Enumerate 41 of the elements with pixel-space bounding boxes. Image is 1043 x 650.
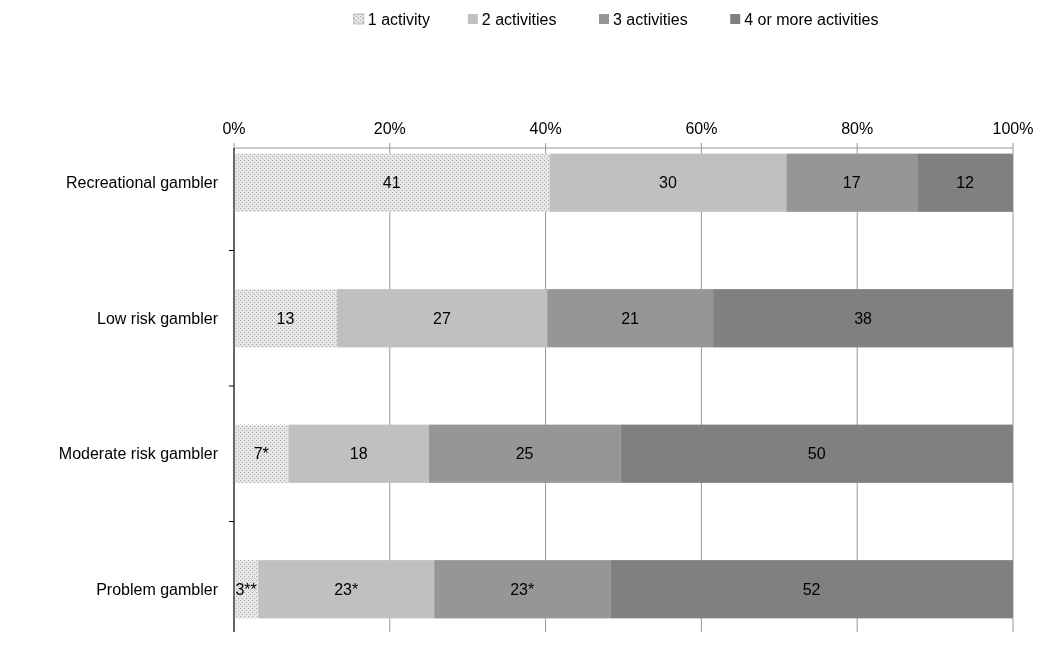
data-label: 17: [842, 174, 861, 192]
data-label: 18: [349, 445, 368, 463]
legend-label: 1 activity: [367, 10, 431, 28]
y-tick-label: Moderate risk gambler: [58, 445, 219, 463]
bar: [713, 289, 1013, 348]
legend-label: 4 or more activities: [744, 10, 879, 28]
x-tick-label: 100%: [992, 120, 1034, 137]
data-label: 38: [854, 309, 873, 327]
y-tick-label: Problem gambler: [96, 580, 219, 598]
data-label: 23*: [334, 580, 359, 598]
x-tick-label: 0%: [222, 120, 246, 137]
x-tick-label: 80%: [841, 120, 874, 137]
legend-label: 3 activities: [613, 10, 688, 28]
data-label: 52: [802, 580, 821, 598]
bar: [620, 424, 1013, 483]
data-label: 12: [956, 174, 975, 192]
bar: [917, 153, 1013, 212]
bar: [336, 289, 548, 348]
bar: [234, 289, 337, 348]
y-tick-label: Recreational gambler: [65, 174, 219, 192]
x-tick-label: 20%: [373, 120, 406, 137]
legend-label: 2 activities: [481, 10, 557, 28]
data-label: 3**: [235, 580, 257, 598]
data-label: 41: [382, 174, 401, 192]
data-label: 30: [659, 174, 677, 192]
x-tick-label: 60%: [685, 120, 718, 137]
x-tick-label: 40%: [529, 120, 562, 137]
data-label: 27: [433, 309, 451, 327]
bar: [234, 424, 289, 483]
bar: [610, 560, 1013, 619]
data-label: 21: [621, 309, 640, 327]
data-label: 13: [276, 309, 295, 327]
data-label: 25: [515, 445, 534, 463]
data-label: 23*: [510, 580, 535, 598]
bar: [549, 153, 787, 212]
bar: [258, 560, 435, 619]
y-tick-label: Low risk gambler: [97, 309, 219, 327]
data-label: 7*: [253, 445, 269, 463]
data-label: 50: [807, 445, 826, 463]
bar: [288, 424, 429, 483]
bar: [234, 153, 550, 212]
